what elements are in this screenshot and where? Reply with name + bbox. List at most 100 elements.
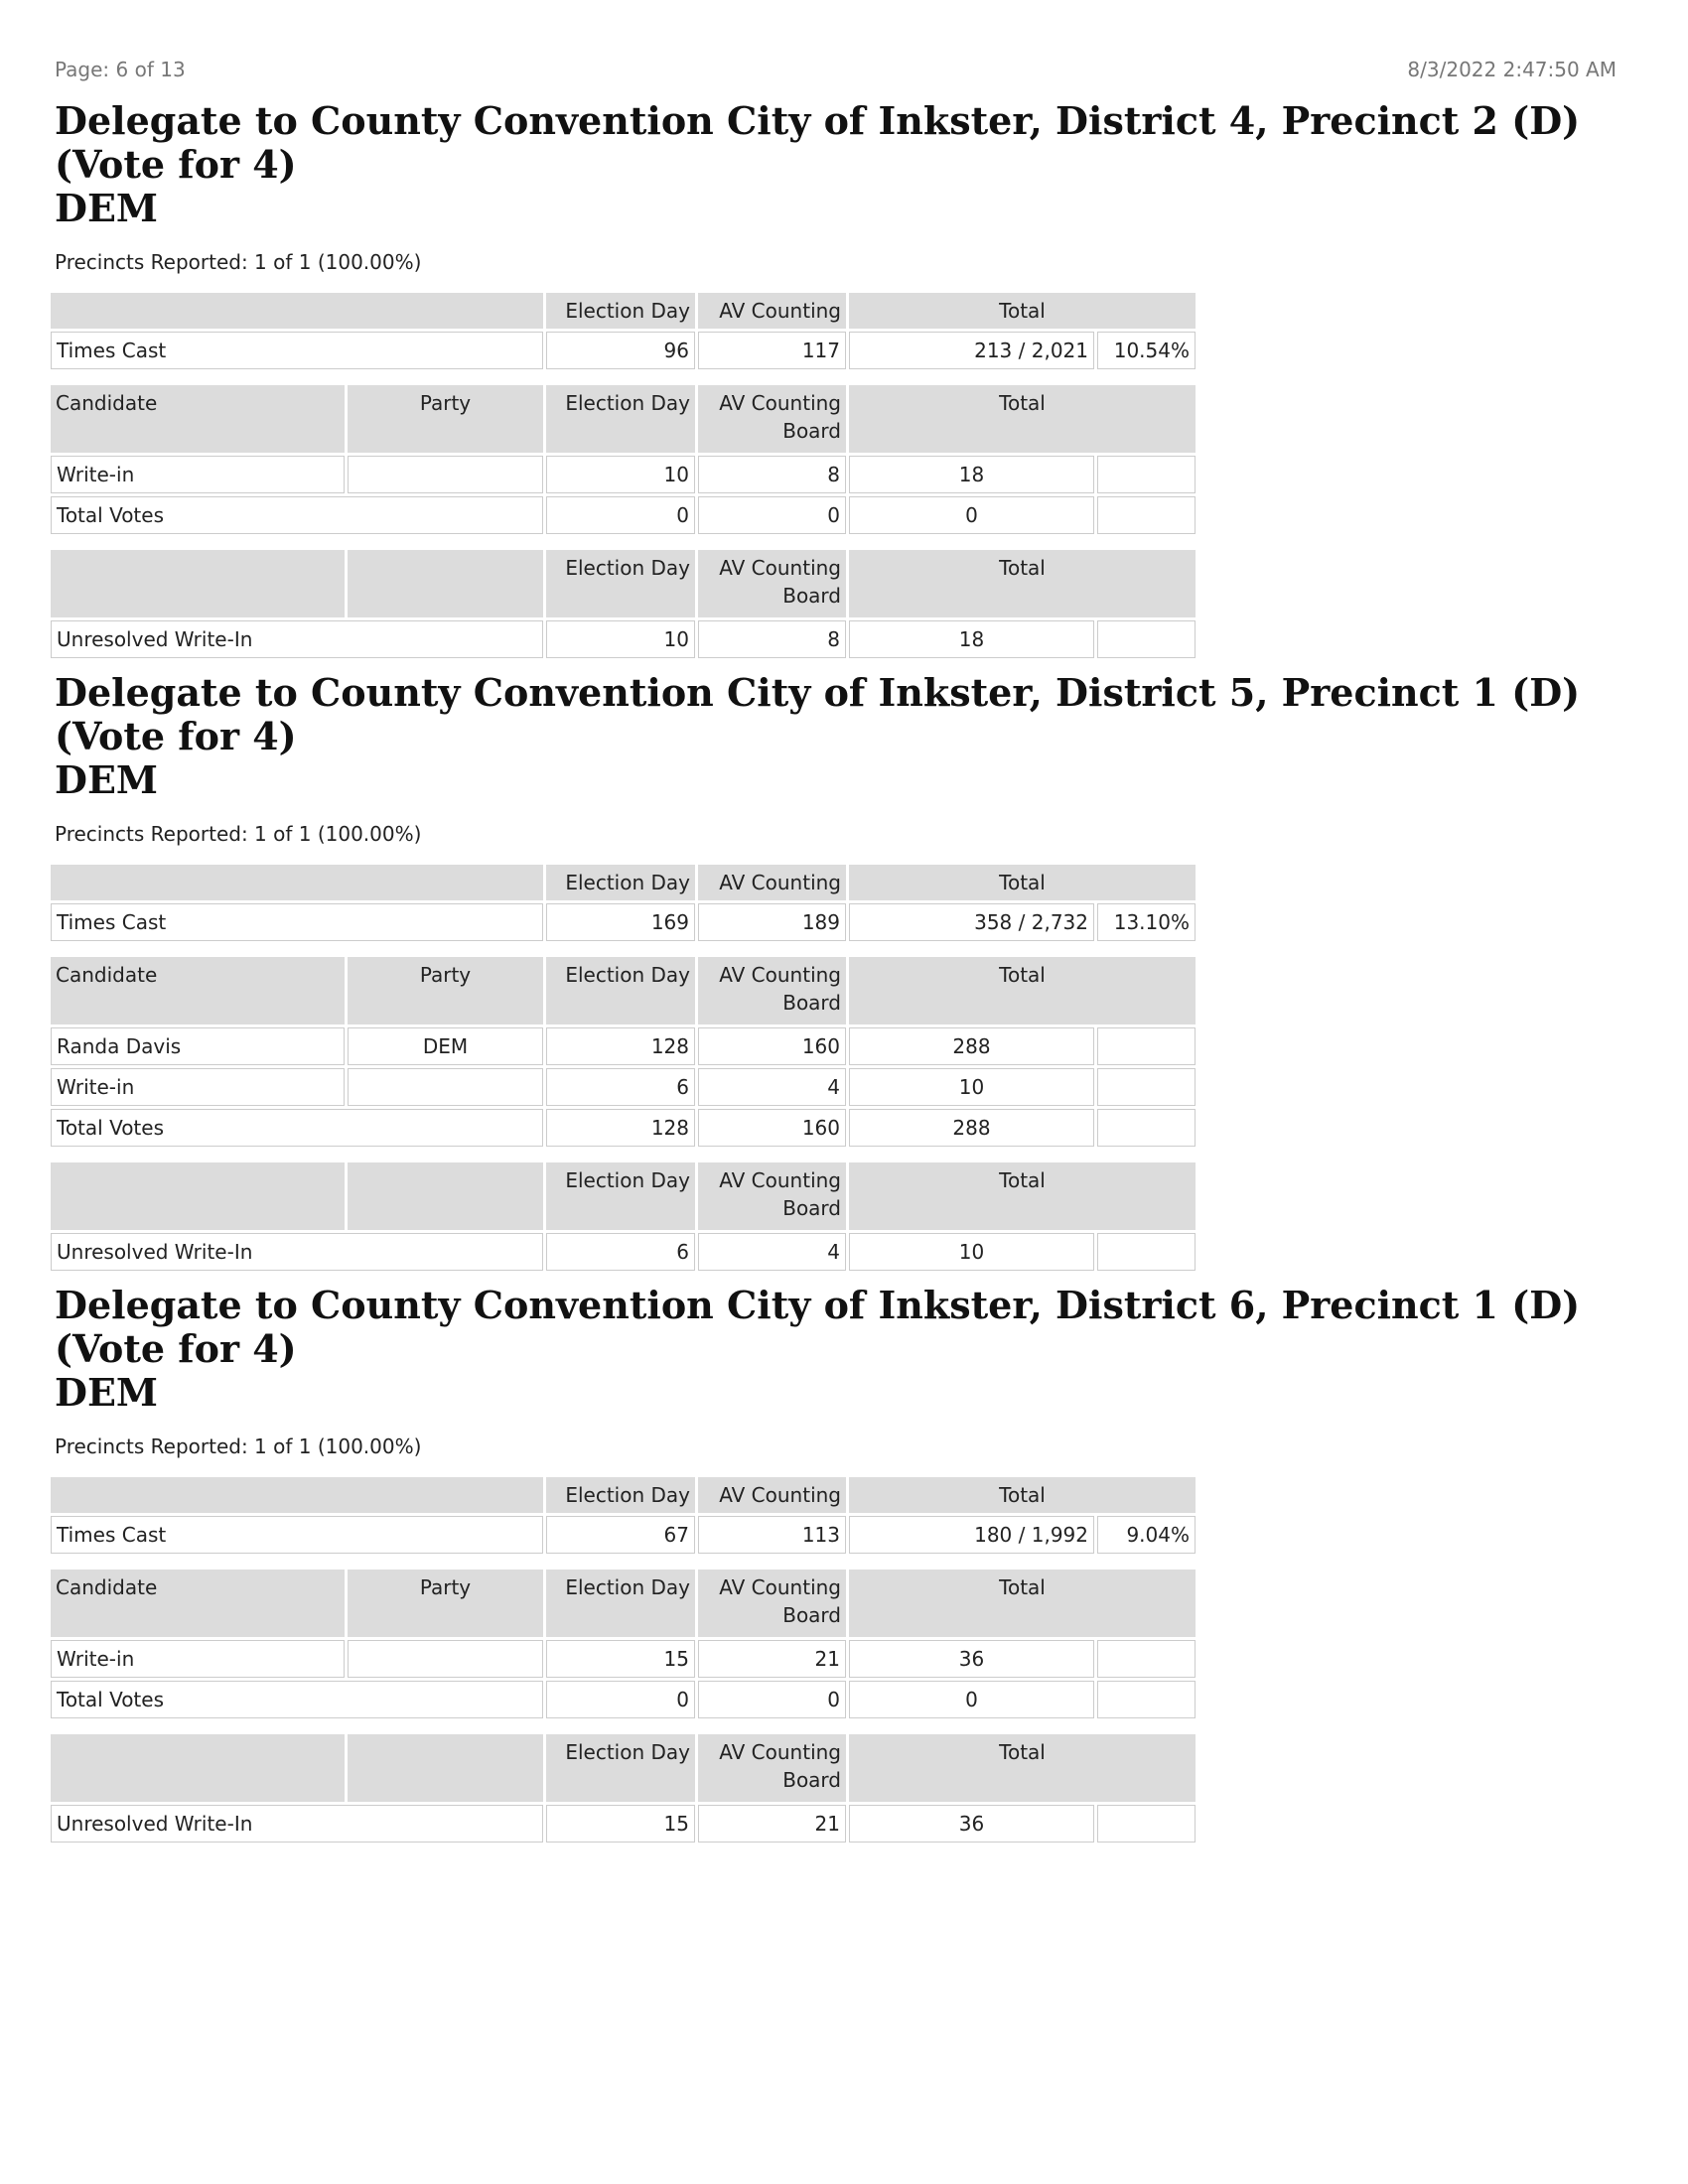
cell	[1097, 1681, 1196, 1718]
row-label: Unresolved Write-In	[51, 1805, 543, 1843]
header-row: Candidate Party Election Day AV Counting Bo…	[51, 385, 1196, 453]
content: Delegate to County Convention City of In…	[51, 99, 1633, 1855]
contest: Delegate to County Convention City of In…	[51, 99, 1633, 661]
results-table: Election Day AV Counting Board Total Unreso…	[48, 1731, 1198, 1845]
cell: 4	[698, 1233, 846, 1271]
header-cell: Party	[348, 385, 543, 453]
header-cell: AV Counting Board	[698, 957, 846, 1024]
header-cell: Candidate	[51, 385, 345, 453]
cell: 180 / 1,992	[849, 1516, 1094, 1554]
cell: 96	[546, 332, 695, 369]
row-label: Unresolved Write-In	[51, 1233, 543, 1271]
cell: 358 / 2,732	[849, 903, 1094, 941]
cell: 10	[849, 1068, 1094, 1106]
cell: 8	[698, 456, 846, 493]
data-row: Times Cast 169 189 358 / 2,732 13.10%	[51, 903, 1196, 941]
row-label: Total Votes	[51, 1109, 543, 1147]
data-row: Times Cast 67 113 180 / 1,992 9.04%	[51, 1516, 1196, 1554]
results-table: Election Day AV Counting Total Times Cast 16…	[48, 862, 1198, 944]
cell: 160	[698, 1027, 846, 1065]
contest: Delegate to County Convention City of In…	[51, 670, 1633, 1274]
header-cell: Total	[849, 957, 1196, 1024]
cell: 9.04%	[1097, 1516, 1196, 1554]
total-row: Total Votes 128 160 288	[51, 1109, 1196, 1147]
candidate-party: DEM	[348, 1027, 543, 1065]
header-cell: Candidate	[51, 1570, 345, 1637]
precincts-reported: Precincts Reported: 1 of 1 (100.00%)	[55, 250, 422, 274]
cell: 10	[849, 1233, 1094, 1271]
header-row: Election Day AV Counting Total	[51, 865, 1196, 900]
table-body: Election Day AV Counting Total Times Cast 16…	[51, 865, 1196, 941]
contest-party: DEM	[55, 186, 158, 230]
cell: 21	[698, 1640, 846, 1678]
data-row: Times Cast 96 117 213 / 2,021 10.54%	[51, 332, 1196, 369]
cell: 67	[546, 1516, 695, 1554]
table-body: Candidate Party Election Day AV Counting Bo…	[51, 957, 1196, 1147]
table-body: Election Day AV Counting Total Times Cast 96…	[51, 293, 1196, 369]
header-cell	[51, 1477, 543, 1513]
header-cell: AV Counting Board	[698, 1162, 846, 1230]
header-row: Election Day AV Counting Board Total	[51, 1162, 1196, 1230]
row-label: Times Cast	[51, 1516, 543, 1554]
table-body: Candidate Party Election Day AV Counting Bo…	[51, 385, 1196, 534]
cell: 169	[546, 903, 695, 941]
header-cell	[348, 1734, 543, 1802]
header-cell: Total	[849, 293, 1196, 329]
header-cell: Election Day	[546, 1162, 695, 1230]
row-label: Total Votes	[51, 1681, 543, 1718]
header-row: Election Day AV Counting Total	[51, 293, 1196, 329]
cell: 6	[546, 1068, 695, 1106]
table-body: Election Day AV Counting Board Total Unreso…	[51, 1162, 1196, 1271]
contest-title: Delegate to County Convention City of In…	[55, 1283, 1581, 1371]
page-number: Page: 6 of 13	[55, 58, 186, 81]
header-cell: Election Day	[546, 1734, 695, 1802]
header-cell	[51, 1162, 345, 1230]
cell: 113	[698, 1516, 846, 1554]
cell: 18	[849, 456, 1094, 493]
row-label: Times Cast	[51, 332, 543, 369]
candidate-name: Write-in	[51, 1640, 345, 1678]
results-table: Candidate Party Election Day AV Counting Bo…	[48, 954, 1198, 1150]
row-label: Unresolved Write-In	[51, 620, 543, 658]
header-row: Election Day AV Counting Total	[51, 1477, 1196, 1513]
cell: 36	[849, 1640, 1094, 1678]
header-cell: Total	[849, 550, 1196, 617]
cell: 0	[698, 496, 846, 534]
candidate-row: Randa Davis DEM 128 160 288	[51, 1027, 1196, 1065]
header-cell: AV Counting Board	[698, 1734, 846, 1802]
table-body: Election Day AV Counting Board Total Unreso…	[51, 550, 1196, 658]
cell: 288	[849, 1027, 1094, 1065]
results-table: Candidate Party Election Day AV Counting Bo…	[48, 382, 1198, 537]
cell: 10	[546, 456, 695, 493]
header-cell	[51, 1734, 345, 1802]
timestamp: 8/3/2022 2:47:50 AM	[1407, 58, 1617, 81]
cell: 0	[546, 1681, 695, 1718]
table-body: Election Day AV Counting Total Times Cast 67…	[51, 1477, 1196, 1554]
cell: 117	[698, 332, 846, 369]
cell: 0	[849, 496, 1094, 534]
header-cell: Total	[849, 1570, 1196, 1637]
header-cell: Total	[849, 865, 1196, 900]
row-label: Times Cast	[51, 903, 543, 941]
cell: 10	[546, 620, 695, 658]
cell	[1097, 1640, 1196, 1678]
header-cell: Election Day	[546, 293, 695, 329]
header-cell	[51, 293, 543, 329]
cell	[1097, 1068, 1196, 1106]
cell	[1097, 620, 1196, 658]
header-cell	[348, 1162, 543, 1230]
cell	[1097, 1233, 1196, 1271]
header-cell	[51, 865, 543, 900]
header-cell: Election Day	[546, 957, 695, 1024]
header-row: Election Day AV Counting Board Total	[51, 550, 1196, 617]
cell: 128	[546, 1109, 695, 1147]
header-cell: AV Counting Board	[698, 550, 846, 617]
candidate-row: Write-in 6 4 10	[51, 1068, 1196, 1106]
cell: 0	[546, 496, 695, 534]
results-table: Election Day AV Counting Board Total Unreso…	[48, 547, 1198, 661]
cell: 213 / 2,021	[849, 332, 1094, 369]
header-cell: Party	[348, 1570, 543, 1637]
header-cell: Total	[849, 385, 1196, 453]
contest-title: Delegate to County Convention City of In…	[55, 670, 1581, 758]
